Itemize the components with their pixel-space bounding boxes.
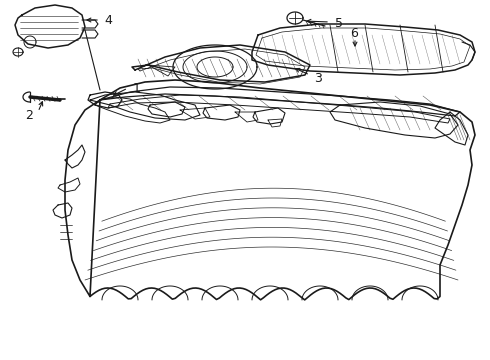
Text: 3: 3	[314, 72, 322, 85]
Text: 1: 1	[133, 81, 141, 95]
Text: 4: 4	[104, 14, 112, 27]
Text: 2: 2	[25, 108, 33, 122]
Text: 5: 5	[335, 17, 343, 30]
Text: 6: 6	[350, 27, 358, 40]
